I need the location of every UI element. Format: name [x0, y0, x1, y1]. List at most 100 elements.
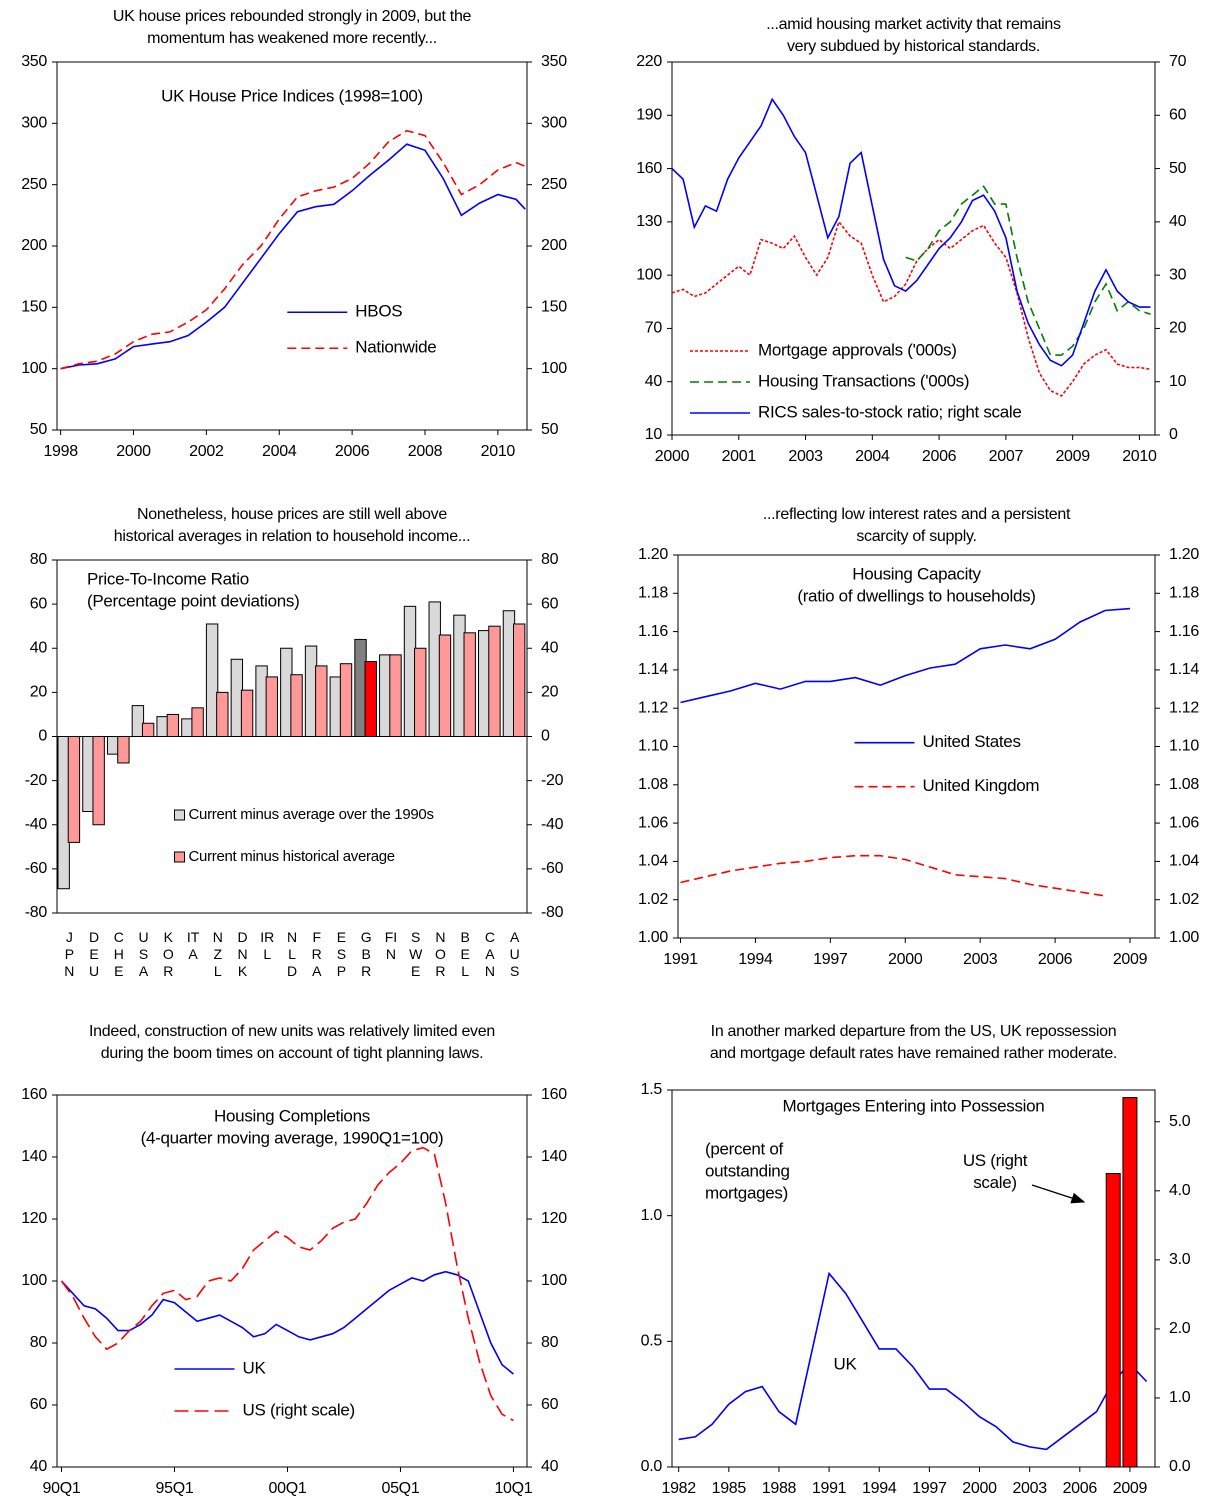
- y2-tick-label: 200: [541, 237, 567, 254]
- bar: [389, 654, 402, 738]
- y-tick-label: 350: [21, 53, 47, 70]
- x-category-label: FIN: [384, 929, 398, 962]
- x-tick-label: 2006: [335, 443, 370, 460]
- bar: [403, 605, 417, 737]
- x-tick-label: 1994: [862, 1480, 897, 1497]
- y2-tick-label: 1.14: [1169, 661, 1199, 678]
- chart-heading: scarcity of supply.: [856, 528, 976, 545]
- chart-heading: very subdued by historical standards.: [787, 38, 1040, 55]
- x-category-label: NZL: [212, 929, 223, 979]
- bar: [512, 623, 526, 738]
- bar: [428, 601, 441, 738]
- x-category-label: KOR: [162, 929, 174, 979]
- y2-tick-label: 300: [541, 115, 567, 132]
- legend-label: UK: [243, 1358, 267, 1377]
- bar: [1122, 1097, 1138, 1468]
- bar: [230, 658, 244, 737]
- x-tick-label: 2002: [189, 443, 224, 460]
- x-tick-label: 2000: [888, 951, 923, 968]
- y2-tick-label: 120: [541, 1210, 567, 1227]
- x-category-label: IRL: [260, 929, 275, 962]
- y-tick-label: 60: [30, 595, 48, 612]
- bar: [205, 623, 219, 738]
- legend-label: Current minus historical average: [189, 848, 395, 865]
- y2-tick-label: 4.0: [1169, 1182, 1191, 1199]
- plot-frame: [671, 61, 1156, 436]
- y-tick-label: 1.0: [641, 1207, 663, 1224]
- y2-tick-label: 250: [541, 176, 567, 193]
- x-category-label: CHE: [113, 929, 124, 979]
- legend-label: HBOS: [355, 302, 402, 321]
- y-tick-label: 1.5: [641, 1081, 663, 1098]
- bar: [290, 674, 303, 737]
- y-tick-label: -60: [25, 860, 48, 877]
- y2-tick-label: 3.0: [1169, 1251, 1191, 1268]
- plot-frame: [671, 1089, 1156, 1468]
- y2-tick-label: 0: [1169, 426, 1178, 443]
- y2-tick-label: 1.12: [1169, 699, 1199, 716]
- y-tick-label: 1.16: [638, 623, 668, 640]
- x-tick-label: 1985: [712, 1480, 747, 1497]
- bar: [414, 647, 427, 737]
- x-tick-label: 2010: [481, 443, 516, 460]
- legend-swatch: [174, 851, 185, 863]
- y2-tick-label: 80: [541, 551, 559, 568]
- y-tick-label: 100: [21, 360, 47, 377]
- y-tick-label: 40: [30, 1458, 48, 1475]
- x-tick-label: 2007: [989, 448, 1024, 465]
- legend-label: US (right scale): [243, 1400, 355, 1419]
- x-tick-label: 1982: [661, 1480, 696, 1497]
- y2-tick-label: 1.20: [1169, 546, 1199, 563]
- chart-heading: ...amid housing market activity that rem…: [766, 16, 1061, 33]
- bar: [453, 614, 466, 737]
- y2-tick-label: 50: [1169, 160, 1187, 177]
- x-tick-label: 2001: [722, 448, 757, 465]
- bar: [315, 665, 328, 738]
- chart-subtitle: (4-quarter moving average, 1990Q1=100): [141, 1128, 444, 1147]
- note: (percent of: [705, 1139, 784, 1158]
- x-tick-label: 2003: [963, 951, 998, 968]
- bar: [156, 716, 169, 737]
- chart-subtitle: Housing Capacity: [852, 564, 981, 583]
- chart-subtitle: UK House Price Indices (1998=100): [161, 86, 423, 105]
- y-tick-label: 200: [21, 237, 47, 254]
- y-tick-label: 300: [21, 115, 47, 132]
- bar: [1105, 1173, 1121, 1468]
- x-tick-label: 1991: [663, 951, 698, 968]
- legend-label: Mortgage approvals ('000s): [758, 340, 957, 359]
- bar: [354, 638, 367, 737]
- x-tick-label: 2000: [116, 443, 151, 460]
- bar: [216, 691, 229, 737]
- series-label: UK: [833, 1354, 857, 1373]
- bar: [478, 630, 491, 737]
- x-tick-label: 2003: [1012, 1480, 1047, 1497]
- bar: [240, 689, 254, 738]
- bar: [92, 736, 105, 826]
- y2-tick-label: 1.04: [1169, 853, 1199, 870]
- chart-heading: historical averages in relation to house…: [114, 528, 470, 545]
- y-tick-label: 1.10: [638, 738, 668, 755]
- y-tick-label: 1.08: [638, 776, 668, 793]
- x-category-label: ESP: [336, 929, 347, 979]
- x-category-label: NLD: [286, 929, 298, 979]
- y2-tick-label: 1.16: [1169, 623, 1199, 640]
- y-tick-label: 0.0: [641, 1458, 663, 1475]
- x-category-label: SWE: [409, 929, 423, 979]
- chart-heading: momentum has weakened more recently...: [147, 30, 437, 47]
- y-tick-label: 1.04: [638, 853, 668, 870]
- y-tick-label: 130: [636, 213, 662, 230]
- y2-tick-label: 60: [541, 595, 559, 612]
- chart-heading: ...reflecting low interest rates and a p…: [763, 506, 1071, 523]
- line-series: [60, 129, 526, 370]
- y-tick-label: 250: [21, 176, 47, 193]
- x-tick-label: 95Q1: [156, 1480, 194, 1497]
- bar: [166, 713, 180, 737]
- y-tick-label: 190: [636, 107, 662, 124]
- y2-tick-label: 1.08: [1169, 776, 1199, 793]
- y-tick-label: 100: [636, 266, 662, 283]
- y-tick-label: 80: [30, 551, 48, 568]
- legend-label: Housing Transactions ('000s): [758, 371, 969, 390]
- note: outstanding: [705, 1161, 790, 1180]
- y2-tick-label: 20: [1169, 320, 1187, 337]
- chart-subtitle: (Percentage point deviations): [87, 591, 299, 610]
